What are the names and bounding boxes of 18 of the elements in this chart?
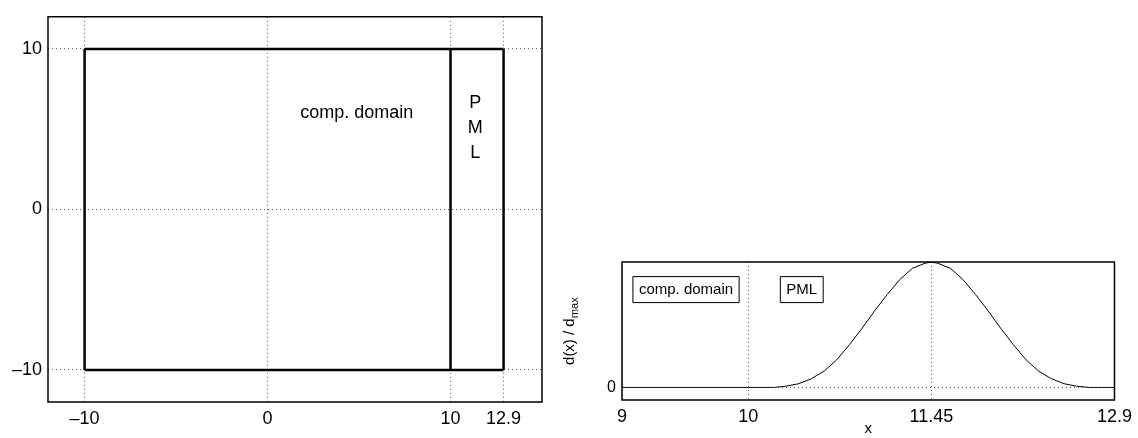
annotation: comp. domain — [300, 102, 414, 123]
x-tick-label: –10 — [69, 407, 100, 428]
x-axis-title: x — [864, 419, 873, 437]
annotation: comp. domain — [638, 279, 734, 297]
x-tick-label: 11.45 — [909, 405, 954, 426]
x-tick-label: 0 — [262, 407, 273, 428]
y-tick-label: –10 — [11, 358, 42, 379]
annotation: P M L — [467, 92, 483, 163]
x-tick-label: 12.9 — [1096, 405, 1133, 426]
x-tick-label: 12.9 — [486, 407, 522, 428]
x-tick-label: 9 — [616, 405, 628, 426]
y-axis-title: d(x) / dmax — [560, 296, 581, 365]
ref-line-label: 0 — [607, 377, 617, 395]
x-tick-label: 10 — [440, 407, 461, 428]
annotation: PML — [786, 279, 818, 297]
y-tick-label: 10 — [21, 37, 42, 58]
x-tick-label: 10 — [738, 405, 759, 426]
y-tick-label: 0 — [31, 198, 42, 219]
